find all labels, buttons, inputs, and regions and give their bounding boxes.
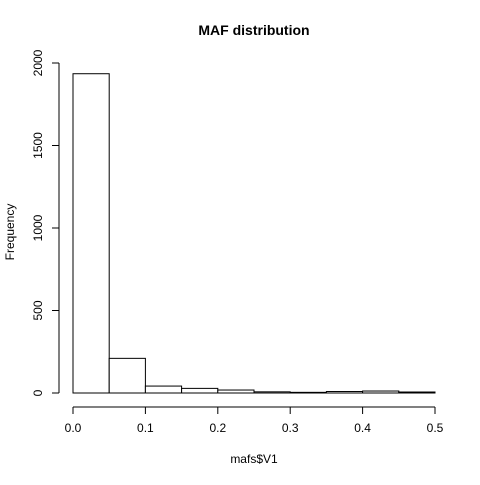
x-tick-label: 0.1 <box>137 421 154 435</box>
y-tick-label: 1000 <box>31 214 45 241</box>
x-tick-label: 0.3 <box>282 421 299 435</box>
x-tick-label: 0.2 <box>209 421 226 435</box>
y-axis: 0 500 1000 1500 2000 <box>31 49 60 396</box>
y-tick-label: 2000 <box>31 49 45 76</box>
y-tick-label: 0 <box>31 389 45 396</box>
histogram-bar <box>217 389 255 394</box>
histogram-bar <box>325 391 364 394</box>
y-axis-label: Frequency <box>3 204 17 261</box>
histogram-bars <box>72 73 436 394</box>
histogram-bar <box>181 387 219 394</box>
x-tick-label: 0.0 <box>65 421 82 435</box>
x-axis: 0.0 0.1 0.2 0.3 0.4 0.5 <box>65 406 444 435</box>
histogram-bar <box>108 357 146 394</box>
chart-title: MAF distribution <box>198 22 309 38</box>
histogram-bar <box>253 391 291 394</box>
y-tick-label: 500 <box>31 300 45 320</box>
histogram-bar <box>398 391 436 394</box>
histogram-bar <box>72 73 110 394</box>
x-tick-label: 0.4 <box>354 421 371 435</box>
y-tick-label: 1500 <box>31 132 45 159</box>
histogram-bar <box>362 390 400 394</box>
x-axis-label: mafs$V1 <box>230 452 278 466</box>
histogram-bar <box>144 385 183 394</box>
x-tick-label: 0.5 <box>427 421 444 435</box>
histogram-bar <box>289 391 327 394</box>
